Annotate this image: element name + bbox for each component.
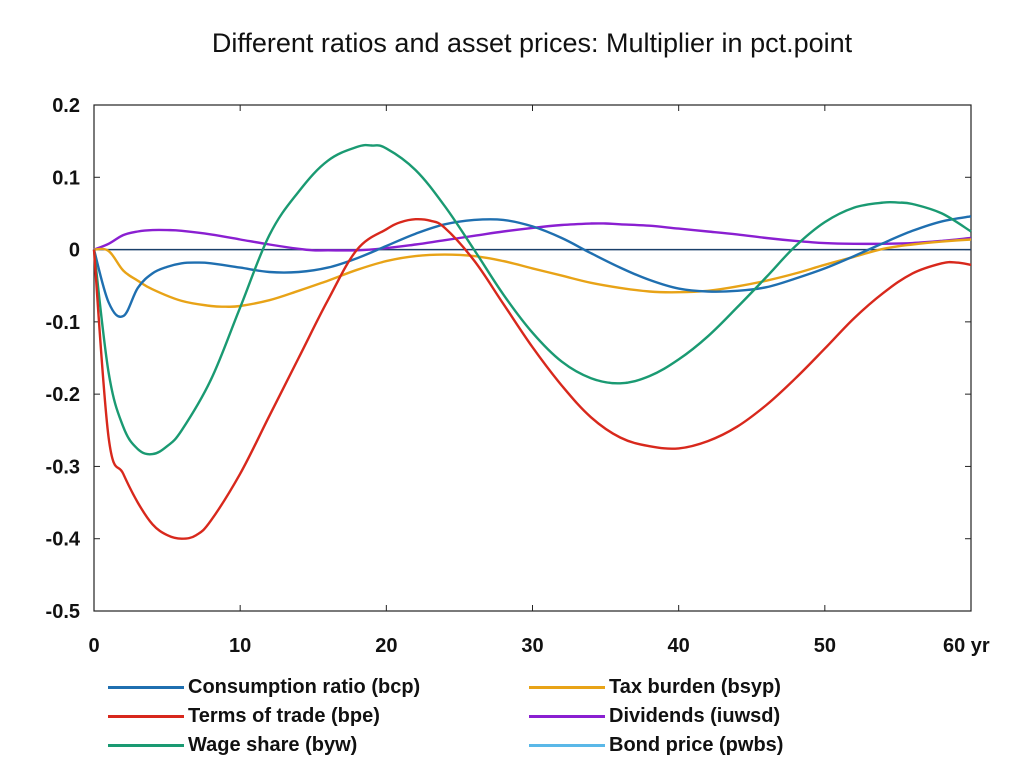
tick-labels: 0.2 0.1 0 -0.1 -0.2 -0.3 -0.4 -0.5 0 10 20 30 40 50 60… xyxy=(46,95,990,657)
series-line-wage-share xyxy=(92,143,972,456)
series-line-terms-of-trade xyxy=(92,217,972,540)
series-line-dividends xyxy=(93,222,972,252)
series-line-consumption-ratio xyxy=(92,215,972,318)
plot-frame xyxy=(93,104,972,612)
x-tick-label: 20 xyxy=(375,635,397,657)
y-tick-label: -0.4 xyxy=(46,529,81,551)
y-tick-label: -0.2 xyxy=(46,384,80,406)
series-line-tax-burden xyxy=(93,238,972,308)
y-tick-label: -0.1 xyxy=(46,312,80,334)
x-tick-label: 10 xyxy=(229,635,251,657)
y-tick-label: -0.5 xyxy=(46,601,80,623)
y-tick-label: 0 xyxy=(69,240,80,262)
x-tick-label: 60 yr xyxy=(943,635,990,657)
y-tick-label: 0.2 xyxy=(52,95,80,117)
x-tick-label: 40 xyxy=(668,635,690,657)
x-tick-label: 50 xyxy=(814,635,836,657)
x-tick-label: 30 xyxy=(521,635,543,657)
series-layer xyxy=(92,143,972,540)
y-tick-label: 0.1 xyxy=(52,167,80,189)
axes xyxy=(93,104,972,612)
y-tick-label: -0.3 xyxy=(46,456,80,478)
chart-title: Different ratios and asset prices: Multi… xyxy=(211,28,853,58)
x-tick-label: 0 xyxy=(88,635,99,657)
